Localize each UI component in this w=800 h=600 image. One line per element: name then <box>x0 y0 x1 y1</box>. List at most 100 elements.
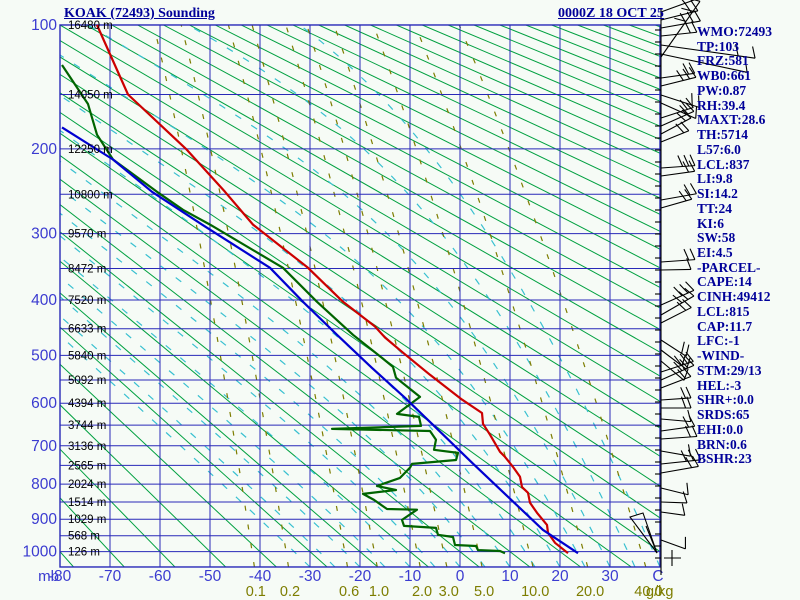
wind-barb-tick <box>679 99 688 110</box>
pressure-label: 700 <box>31 438 57 455</box>
dry-adiabat-line <box>60 203 531 567</box>
temperature-label: -50 <box>199 568 222 585</box>
wind-barb-shaft <box>660 307 692 324</box>
mixing-ratio-line <box>414 24 589 567</box>
wind-barb-tick <box>676 70 684 81</box>
wind-barb-tick <box>683 184 691 196</box>
wind-barb-tick <box>690 0 699 12</box>
wind-barb-tick <box>752 46 756 59</box>
mixing-ratio-label: 1.0 <box>369 584 389 600</box>
dry-adiabat-line <box>85 24 660 353</box>
wind-barb-shaft <box>660 339 687 357</box>
wind-barb-shaft <box>660 465 699 474</box>
temperature-label: 30 <box>601 568 619 585</box>
height-label: 10800 m <box>68 189 113 201</box>
wind-barb-shaft <box>660 295 695 316</box>
wind-barb-shaft <box>660 349 687 370</box>
dry-adiabats <box>60 24 660 567</box>
pressure-label: 500 <box>31 347 57 364</box>
wind-barb-tick <box>682 68 691 80</box>
wind-barb-tick <box>685 386 692 399</box>
dry-adiabat-line <box>60 448 176 567</box>
pressure-label: 900 <box>31 511 57 528</box>
dry-adiabat-line <box>60 92 660 487</box>
height-label: 14050 m <box>68 89 113 101</box>
wind-barb-tick <box>676 301 687 311</box>
pressure-unit-label: mb <box>38 568 59 585</box>
height-label: 4394 m <box>68 398 106 410</box>
wind-barb-tick <box>684 287 695 297</box>
wind-barb-shaft <box>660 435 697 440</box>
wind-barb-tick <box>685 456 693 468</box>
wind-barb-tick <box>689 248 696 260</box>
wind-barb-shaft <box>660 44 756 59</box>
param-line: EI:4.5 <box>697 245 733 261</box>
param-line: LCL:837 <box>697 156 750 172</box>
wind-barb-shaft <box>660 110 695 127</box>
wind-barb-tick <box>681 0 686 4</box>
wind-barb-tick <box>680 450 687 462</box>
param-line: MAXT:28.6 <box>697 112 766 128</box>
wind-barb-tick <box>686 258 692 270</box>
wind-barb-tick <box>679 104 689 115</box>
wind-barb-tick <box>691 455 699 467</box>
mixing-ratio-label: 0.6 <box>339 584 359 600</box>
wind-barb-tick <box>689 154 696 166</box>
dry-adiabat-line <box>422 24 660 127</box>
height-label: 8472 m <box>68 263 106 275</box>
height-label: 5840 m <box>68 350 106 362</box>
wind-barb-tick <box>678 291 689 300</box>
param-line: PW:0.87 <box>697 82 747 98</box>
surface-wind-flag-inner <box>645 525 658 554</box>
wind-barb-tick <box>682 298 692 308</box>
wind-barb-tick <box>688 415 696 427</box>
pressure-label: 600 <box>31 395 57 412</box>
mixing-ratio-label: 2.0 <box>412 584 432 600</box>
dry-adiabat-line <box>396 24 660 140</box>
temperature-label: -60 <box>149 568 172 585</box>
wind-barb-tick <box>688 67 697 78</box>
wind-barb-tick <box>685 356 695 366</box>
wind-barb-tick <box>685 425 691 438</box>
dry-adiabat-line <box>60 39 660 402</box>
temperature-label: 10 <box>501 568 519 585</box>
temperature-unit-label: C <box>652 568 663 585</box>
dry-adiabat-line <box>60 260 429 567</box>
wind-barb-shaft <box>660 102 696 119</box>
wind-barb-tick <box>686 482 689 495</box>
height-label: 12250 m <box>68 144 113 156</box>
mixing-ratio-label: 5.0 <box>474 584 494 600</box>
wind-barb-tick <box>682 416 690 428</box>
dry-adiabat-line <box>137 24 660 309</box>
temperature-label: 20 <box>551 568 569 585</box>
wind-barb-shaft <box>660 364 695 381</box>
wind-barb-shaft <box>660 31 697 37</box>
pressure-label: 100 <box>31 17 57 34</box>
wind-barb-shaft <box>660 259 695 263</box>
param-line: TH:5714 <box>697 127 749 143</box>
moist-adiabat-line <box>60 54 586 567</box>
wind-barb-shaft <box>660 425 695 432</box>
dry-adiabat-line <box>60 363 277 567</box>
dry-adiabat-line <box>215 24 660 250</box>
dry-adiabat-line <box>60 326 328 567</box>
wind-barb-shaft <box>660 289 695 306</box>
dry-adiabat-line <box>240 24 660 232</box>
wind-barb-tick <box>686 396 692 409</box>
wind-barb-tick <box>673 286 683 297</box>
wind-barb-tick <box>683 154 690 167</box>
dry-adiabat-line <box>60 24 660 377</box>
wind-barb-tick <box>681 109 692 119</box>
wind-barb-tick <box>677 369 686 379</box>
wind-barb-tick <box>685 102 695 112</box>
moist-adiabat-line <box>60 187 486 567</box>
mixing-ratio-label: 40.0 <box>634 584 662 600</box>
param-line: LI:9.8 <box>697 171 733 187</box>
wind-barb-tick <box>684 189 693 200</box>
dry-adiabat-line <box>60 231 480 567</box>
height-label: 3744 m <box>68 420 106 432</box>
param-line: SHR+:0.0 <box>697 392 754 408</box>
parameter-panel: WMO:72493 TP:103 FRZ:581 WB0:661 PW:0.87 RH:3… <box>697 24 772 467</box>
dry-adiabat-line <box>60 292 379 567</box>
